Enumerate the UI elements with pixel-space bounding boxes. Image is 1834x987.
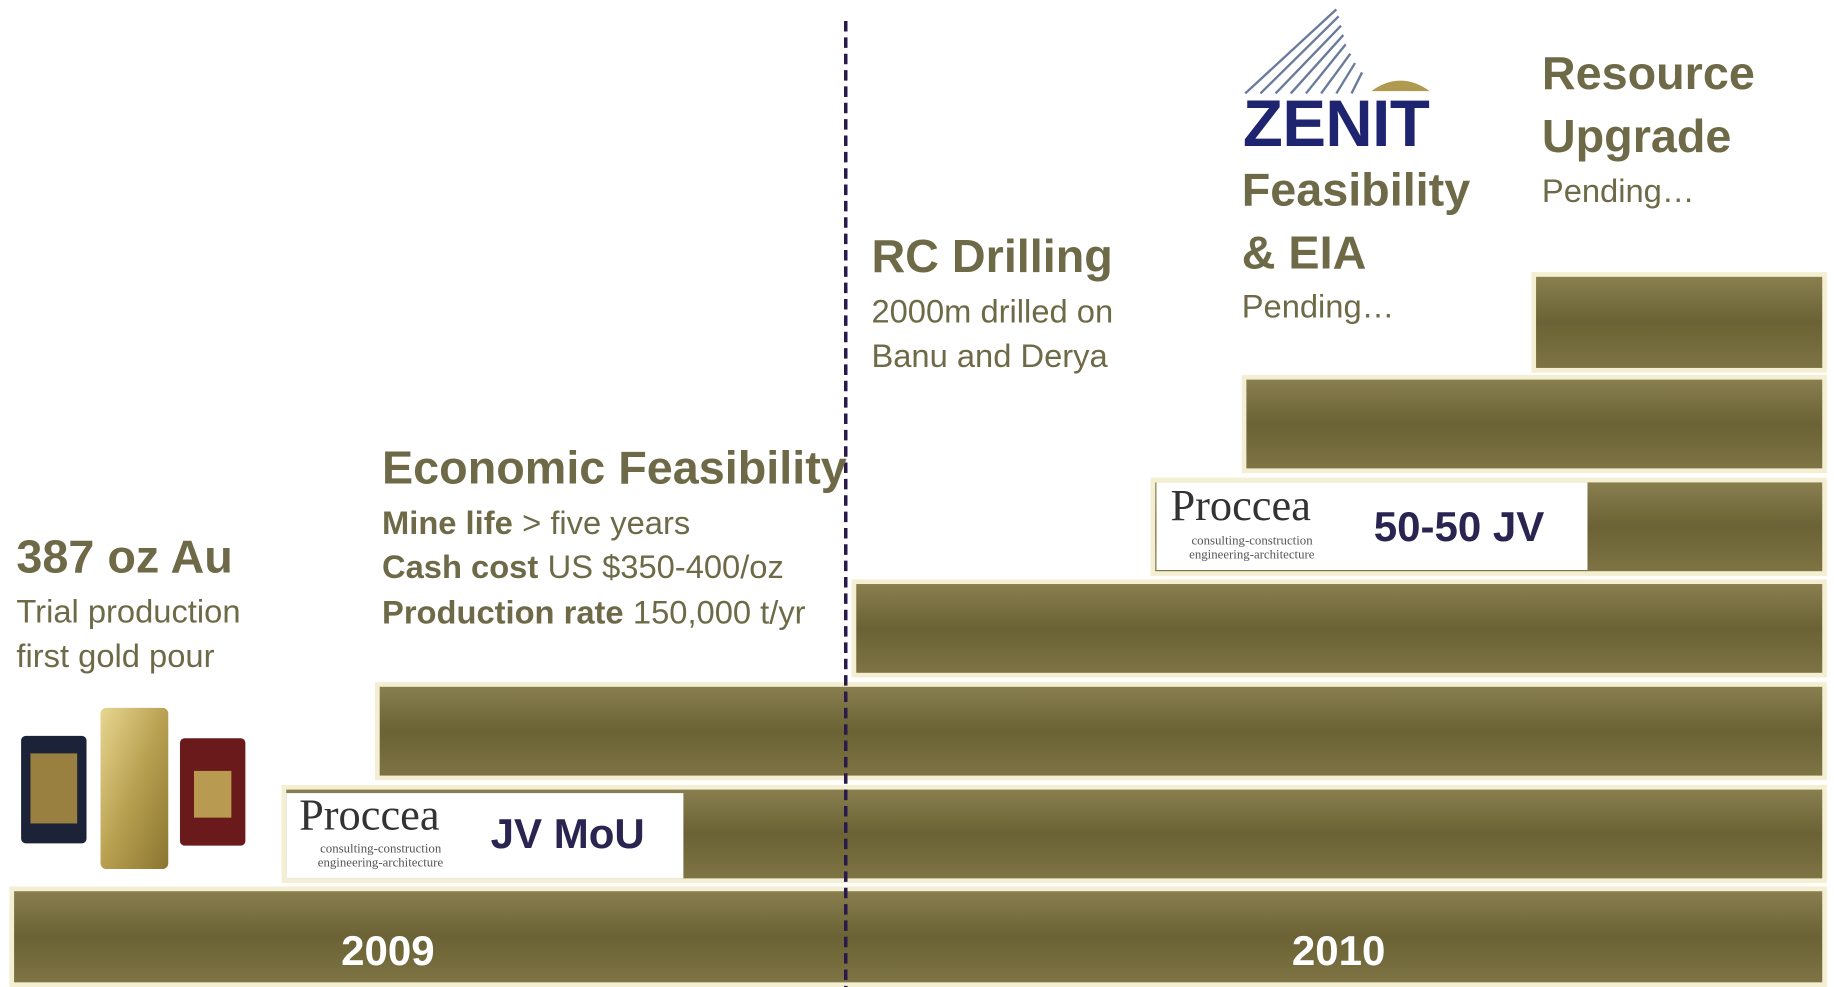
detail-label: Cash cost bbox=[382, 548, 538, 585]
milestone-text: Pending… bbox=[1242, 288, 1395, 325]
milestone-text: first gold pour bbox=[16, 637, 214, 674]
detail-label: Mine life bbox=[382, 504, 513, 541]
partner-tagline: consulting-construction bbox=[320, 842, 442, 856]
step bbox=[854, 582, 1825, 675]
step bbox=[12, 889, 1825, 985]
milestone-text: Banu and Derya bbox=[871, 337, 1108, 374]
zenit-text: ZENIT bbox=[1243, 87, 1430, 160]
milestone-title: Economic Feasibility bbox=[382, 442, 847, 494]
partner-label: 50-50 JV bbox=[1374, 503, 1545, 550]
partner-tagline: engineering-architecture bbox=[1189, 547, 1315, 561]
milestone-text: Trial production bbox=[16, 593, 240, 630]
detail: Mine life> five years bbox=[382, 504, 690, 541]
detail-text: > five years bbox=[522, 504, 690, 541]
milestone-title: 387 oz Au bbox=[16, 530, 232, 582]
year: 2010 bbox=[1292, 927, 1386, 974]
step bbox=[1244, 377, 1825, 470]
gold-bars-image bbox=[21, 708, 245, 869]
milestone-title: RC Drilling bbox=[871, 230, 1112, 282]
zenit-logo: ZENIT bbox=[1243, 9, 1430, 160]
milestone-text: 2000m drilled on bbox=[871, 292, 1113, 329]
partner-tagline: engineering-architecture bbox=[318, 856, 444, 870]
step bbox=[1534, 274, 1825, 370]
milestone-title: Upgrade bbox=[1542, 110, 1732, 162]
detail-text: 150,000 t/yr bbox=[633, 594, 806, 631]
detail-label: Production rate bbox=[382, 594, 624, 631]
page: 2009 2010 387 oz Au Trial production fir… bbox=[0, 0, 1834, 987]
milestone-title: & EIA bbox=[1242, 227, 1367, 279]
milestone-text: Pending… bbox=[1542, 172, 1695, 209]
milestone-title: Resource bbox=[1542, 47, 1755, 99]
partner-tagline: consulting-construction bbox=[1191, 533, 1313, 547]
milestone-title: Feasibility bbox=[1242, 164, 1471, 216]
partner-logo: Proccea bbox=[299, 789, 440, 839]
timeline: 2009 2010 387 oz Au Trial production fir… bbox=[0, 0, 1834, 987]
detail-text: US $350-400/oz bbox=[548, 548, 784, 585]
partner-label: JV MoU bbox=[491, 810, 645, 857]
step bbox=[377, 684, 1824, 777]
detail: Cash cost US $350-400/oz bbox=[382, 548, 784, 585]
partner-logo: Proccea bbox=[1170, 480, 1311, 530]
year: 2009 bbox=[341, 927, 435, 974]
